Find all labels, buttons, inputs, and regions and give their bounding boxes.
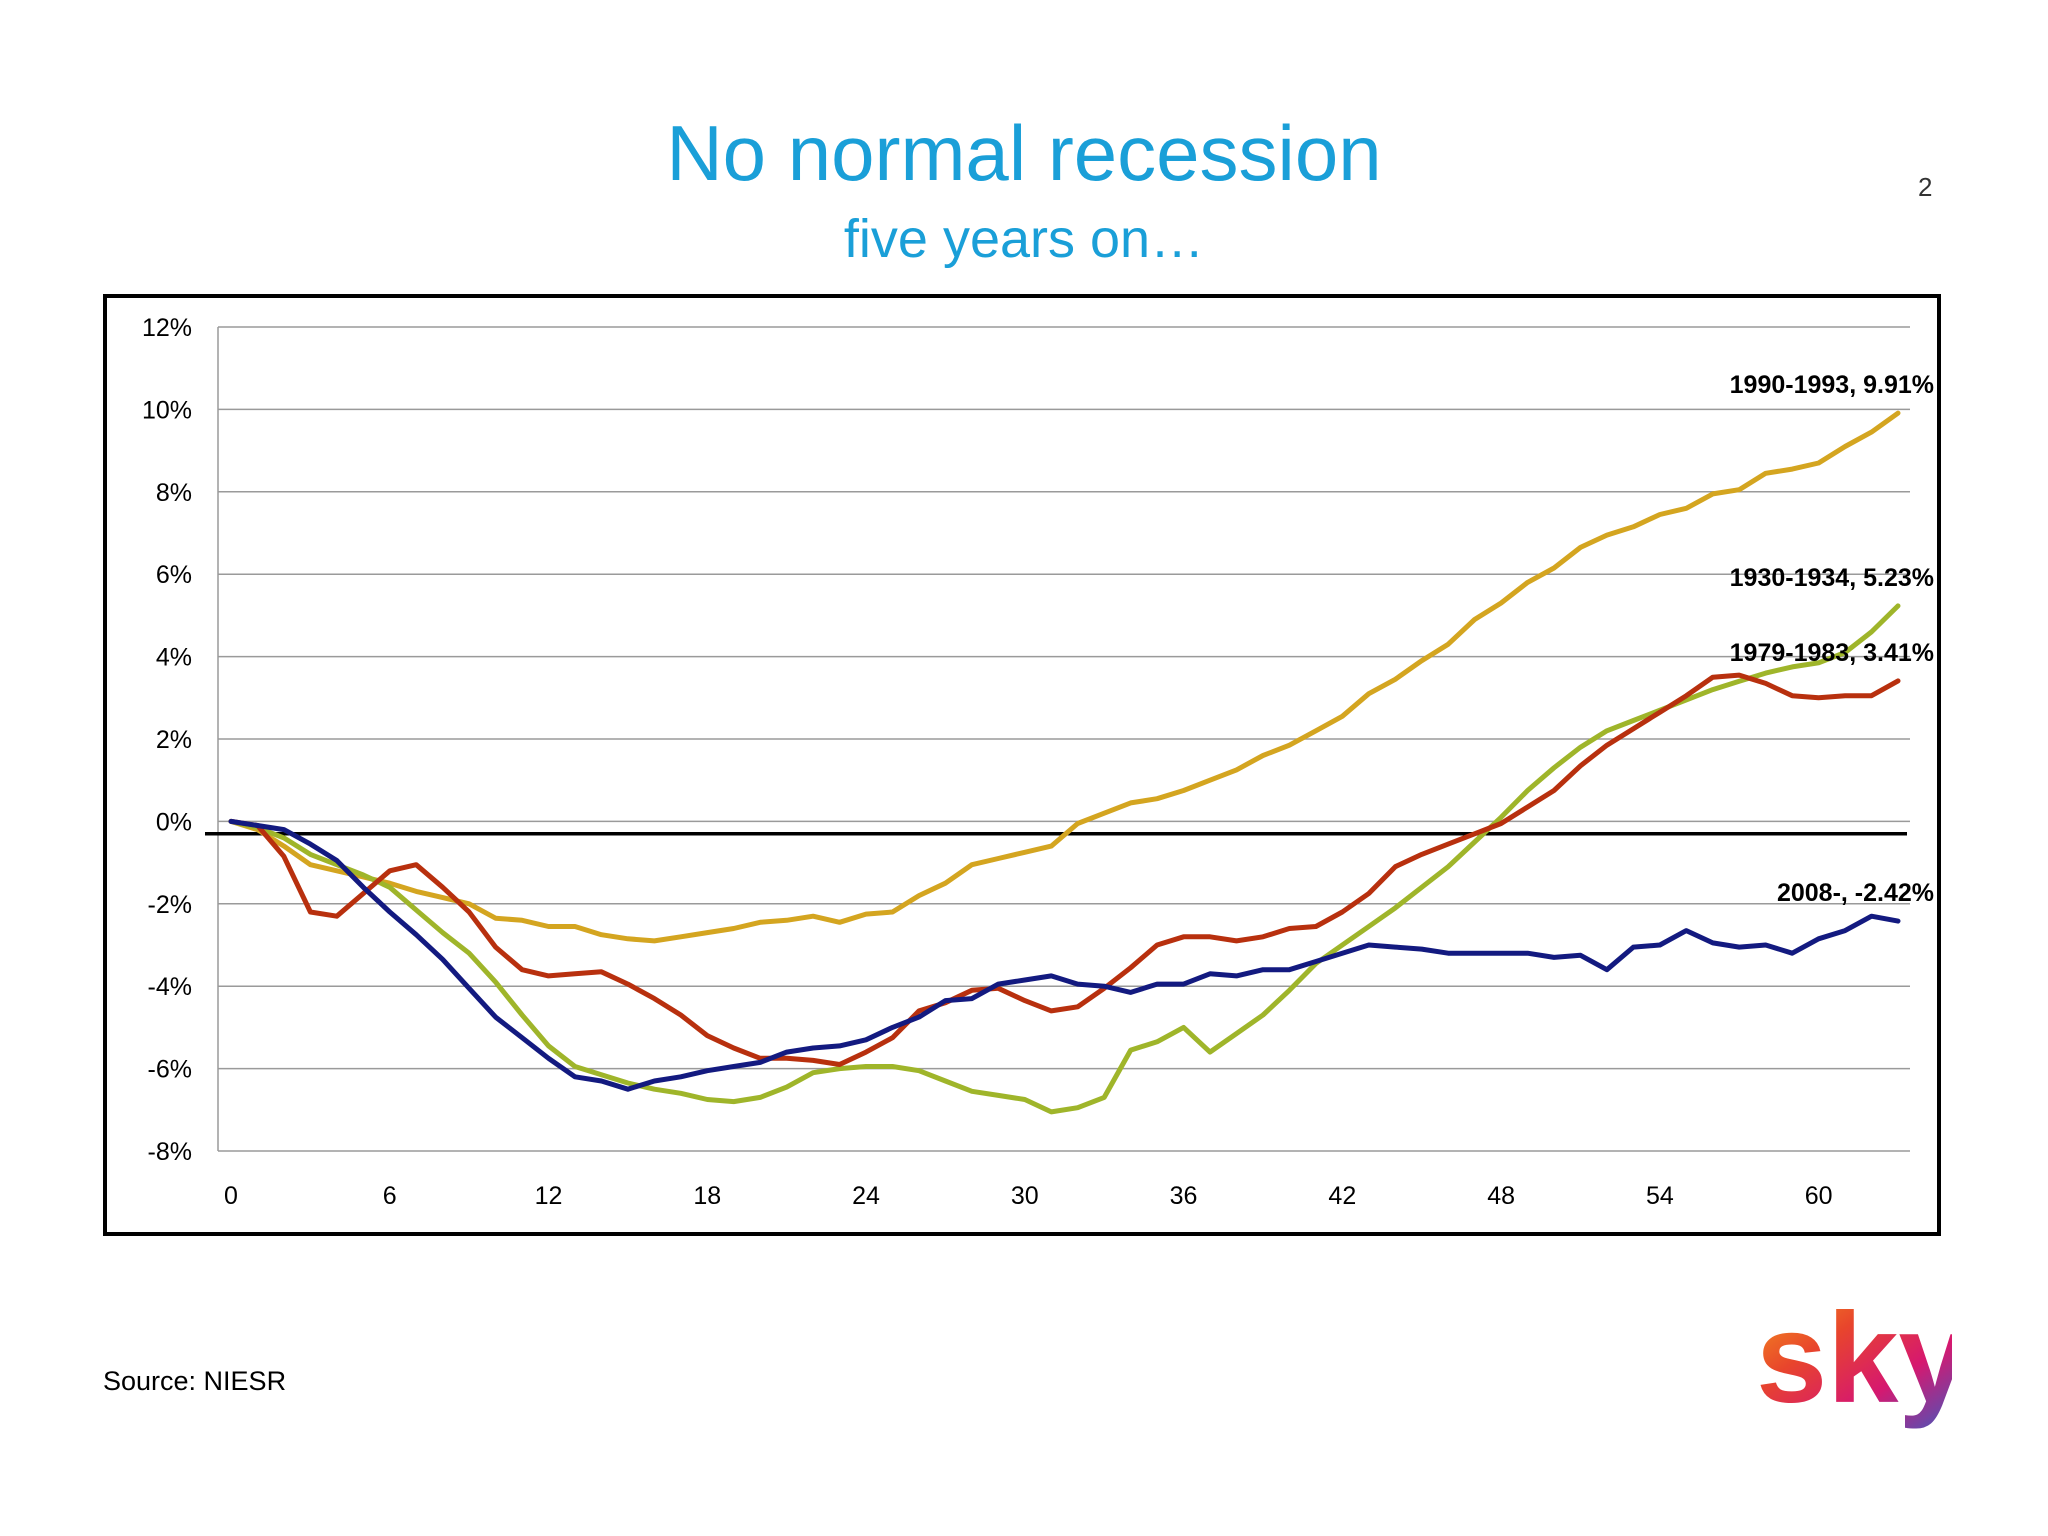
series-line-2008-: [228, 818, 1901, 1092]
x-axis-tick-labels: 0 6 12 18 24 30 36 42 48 54 60: [224, 1182, 1832, 1210]
page-number: 2: [1918, 172, 1933, 202]
series-line-1930-1934: [228, 603, 1901, 1115]
y-tick-label: -2%: [148, 891, 192, 919]
x-tick-label: 60: [1805, 1182, 1833, 1210]
sky-logo-text: sky: [1756, 1287, 1952, 1430]
gridlines: [218, 326, 1910, 1152]
series-line-1990-1993: [228, 410, 1901, 944]
x-tick-label: 12: [535, 1182, 563, 1210]
y-tick-label: 0%: [156, 808, 192, 836]
series-label-1979-1983: 1979-1983, 3.41%: [1730, 639, 1934, 667]
series-line-1979-1983: [228, 672, 1901, 1067]
series-lines: [228, 410, 1901, 1115]
y-tick-label: -8%: [148, 1138, 192, 1166]
source-note: Source: NIESR: [103, 1366, 287, 1396]
x-tick-label: 42: [1328, 1182, 1356, 1210]
y-tick-label: -6%: [148, 1056, 192, 1084]
slide-title: No normal recession: [666, 109, 1382, 197]
y-tick-label: 2%: [156, 726, 192, 754]
x-tick-label: 30: [1011, 1182, 1039, 1210]
y-tick-label: 8%: [156, 479, 192, 507]
series-label-1990-1993: 1990-1993, 9.91%: [1730, 371, 1934, 399]
y-tick-label: 12%: [142, 314, 192, 342]
slide-subtitle: five years on…: [843, 209, 1205, 269]
chart-frame: [103, 294, 1941, 1236]
y-tick-label: 4%: [156, 644, 192, 672]
x-tick-label: 24: [852, 1182, 880, 1210]
series-label-1930-1934: 1930-1934, 5.23%: [1730, 564, 1934, 592]
x-tick-label: 0: [224, 1182, 238, 1210]
x-tick-label: 6: [383, 1182, 397, 1210]
y-tick-label: 10%: [142, 396, 192, 424]
series-labels: 1990-1993, 9.91% 1930-1934, 5.23% 1979-198…: [1730, 371, 1934, 907]
x-tick-label: 18: [693, 1182, 721, 1210]
x-tick-label: 48: [1487, 1182, 1515, 1210]
x-tick-label: 54: [1646, 1182, 1674, 1210]
axes: [205, 327, 1907, 1151]
series-label-2008-: 2008-, -2.42%: [1777, 879, 1934, 907]
y-axis-tick-labels: -8% -6% -4% -2% 0% 2% 4% 6% 8% 10% 12%: [142, 314, 192, 1166]
y-tick-label: -4%: [148, 973, 192, 1001]
sky-logo-icon: sky: [1756, 1287, 1952, 1430]
x-tick-label: 36: [1170, 1182, 1198, 1210]
y-tick-label: 6%: [156, 561, 192, 589]
